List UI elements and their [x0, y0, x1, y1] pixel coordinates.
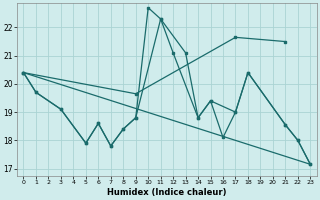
- X-axis label: Humidex (Indice chaleur): Humidex (Indice chaleur): [107, 188, 227, 197]
